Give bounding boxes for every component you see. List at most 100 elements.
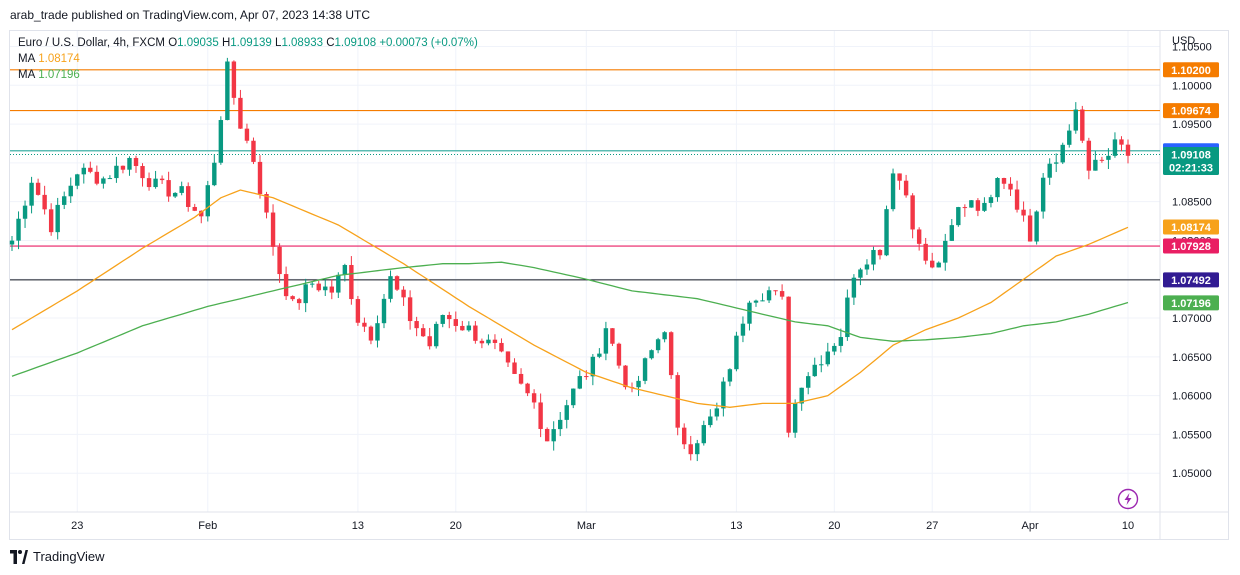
candle-body [42, 194, 47, 210]
y-tick-label: 1.06000 [1172, 391, 1212, 403]
candle-body [760, 300, 765, 302]
moving-averages [11, 189, 1129, 408]
x-tick-label: 13 [352, 520, 364, 532]
candle-body [695, 443, 700, 455]
candle-body [231, 61, 237, 98]
price-tags: 1.102001.096741.091561.079281.074921.081… [1163, 62, 1219, 311]
candle-body [62, 196, 67, 205]
candle-body [943, 240, 948, 263]
candle-body [140, 166, 145, 179]
candle-body [544, 428, 550, 442]
candle-body [956, 207, 961, 226]
candle-body [721, 381, 726, 409]
candle-body [362, 322, 367, 327]
candle-body [505, 351, 511, 363]
candle-body [1086, 140, 1092, 171]
x-tick-label: 27 [926, 520, 938, 532]
candle-body [903, 180, 909, 196]
candle-body [447, 315, 452, 320]
x-tick-label: 10 [1122, 520, 1134, 532]
candle-body [316, 283, 321, 291]
candle-body [799, 387, 804, 404]
y-tick-label: 1.05000 [1172, 468, 1212, 480]
candle-body [786, 296, 791, 433]
candle-body [277, 246, 282, 275]
candle-body [375, 323, 380, 341]
x-tick-label: 13 [730, 520, 742, 532]
candle-body [1047, 163, 1052, 178]
tag-resistance-1-bg [1163, 62, 1219, 78]
candle-body [616, 343, 622, 366]
legend-ma-fast[interactable]: MA 1.08174 [18, 53, 80, 65]
candles [9, 57, 1131, 462]
candle-body [1093, 159, 1098, 171]
candle-body [218, 120, 224, 163]
candle-body [127, 157, 132, 170]
candle-body [610, 328, 615, 344]
candle-body [440, 315, 445, 324]
candle-body [22, 205, 28, 219]
legend-ma-slow[interactable]: MA 1.07196 [18, 69, 80, 81]
candle-body [368, 326, 374, 341]
candle-body [1008, 183, 1013, 190]
candle-body [342, 265, 348, 275]
candle-body [838, 337, 844, 346]
candle-body [558, 419, 563, 430]
tag-resistance-2-bg [1163, 103, 1219, 119]
tag-current-price-bg [1163, 147, 1219, 176]
lightning-icon[interactable] [1117, 488, 1139, 510]
candle-body [897, 173, 902, 181]
candle-body [186, 186, 191, 207]
candle-body [329, 286, 334, 293]
x-tick-label: Feb [198, 520, 217, 532]
tag-current-price-label: 1.09108 [1171, 150, 1211, 162]
candle-body [890, 173, 896, 210]
candle-body [290, 296, 295, 300]
horizontal-levels [10, 69, 1160, 281]
y-tick-label: 1.08500 [1172, 197, 1212, 209]
y-tick-label: 1.05500 [1172, 429, 1212, 441]
candle-body [564, 405, 569, 420]
x-tick-label: Mar [577, 520, 596, 532]
ohlc-high: H1.09139 [221, 37, 272, 49]
candle-body [518, 373, 524, 384]
tag-support-1-bg [1163, 238, 1219, 254]
ma-slow-tag-label: 1.07196 [1171, 298, 1211, 310]
candle-body [1099, 159, 1105, 161]
candle-body [936, 262, 941, 268]
legend: Euro / U.S. Dollar, 4h, FXCM O1.09035 H1… [18, 35, 478, 83]
candle-body [701, 425, 706, 444]
candle-body [623, 365, 628, 388]
candle-body [910, 195, 915, 230]
ma-slow-tag-bg [1163, 295, 1219, 311]
candle-body [453, 319, 458, 326]
candle-body [1040, 177, 1046, 212]
candle-body [832, 345, 837, 352]
candle-body [1112, 139, 1118, 156]
candle-body [819, 364, 824, 366]
candle-body [773, 290, 778, 292]
candle-body [68, 185, 73, 197]
candle-body [982, 202, 987, 211]
candle-body [323, 286, 328, 291]
candle-body [740, 323, 746, 336]
candle-body [179, 186, 184, 193]
candle-body [1125, 144, 1131, 156]
candle-body [916, 229, 922, 244]
candle-body [107, 178, 113, 180]
candle-body [16, 218, 21, 241]
ma-fast-tag-bg [1163, 219, 1219, 235]
footer[interactable]: TradingView [10, 549, 105, 564]
ohlc-close: C1.09108 [326, 37, 377, 49]
candle-body [753, 300, 759, 303]
candle-body [988, 197, 994, 203]
tag-resistance-2: 1.09674 [1163, 103, 1219, 119]
chart-frame[interactable] [9, 30, 1229, 540]
candle-body [1060, 144, 1065, 163]
candle-body [225, 61, 230, 121]
candle-body [864, 264, 870, 270]
y-tick-label: 1.07000 [1172, 313, 1212, 325]
candle-body [1034, 211, 1039, 242]
y-tick-label: 1.09500 [1172, 119, 1212, 131]
